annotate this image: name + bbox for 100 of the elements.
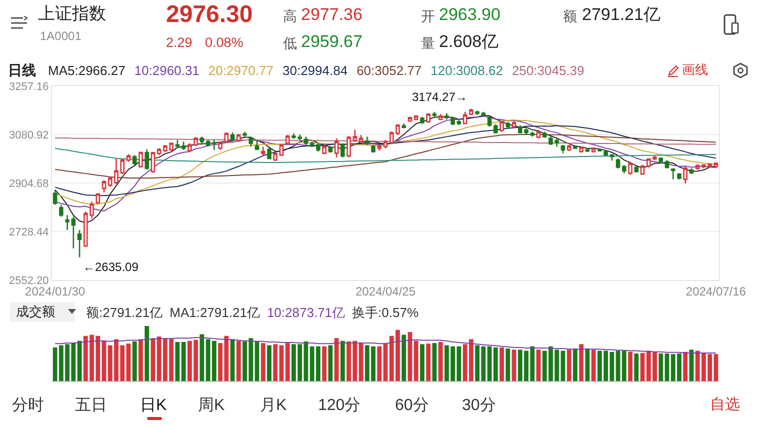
candlestick: [677, 172, 682, 180]
bar: [664, 354, 670, 381]
bar: [658, 354, 664, 381]
candlestick: [469, 108, 474, 116]
candlestick: [640, 164, 645, 176]
candlestick: [622, 164, 626, 174]
candlestick: [346, 135, 351, 158]
candlestick: [481, 111, 486, 117]
bar: [585, 348, 590, 381]
bar: [181, 342, 186, 381]
candlestick: [487, 115, 492, 128]
text: 高: [283, 8, 297, 25]
candlestick: [224, 132, 229, 144]
bar: [634, 354, 639, 381]
bar: [493, 347, 498, 381]
bar: [334, 338, 339, 381]
candlestick: [536, 130, 541, 139]
candlestick: [52, 189, 58, 206]
candlestick: [456, 120, 462, 126]
bar: [506, 348, 510, 381]
candlestick: [96, 192, 100, 205]
candlestick: [402, 122, 406, 130]
candlestick: [144, 148, 149, 170]
bar: [322, 346, 327, 381]
text: 60分: [395, 396, 429, 416]
candlestick: [65, 214, 70, 231]
candlestick: [150, 151, 156, 174]
candlestick: [334, 138, 339, 158]
text: 开: [421, 8, 435, 25]
candlestick: [279, 143, 284, 157]
bar: [328, 345, 333, 381]
series-label: 10:2873.71亿: [266, 304, 346, 322]
candlestick: [71, 216, 76, 250]
text: 2791.21亿: [582, 5, 660, 26]
candlestick: [59, 204, 64, 218]
x-tick-label: 2024/01/30: [25, 284, 86, 298]
candlestick: [132, 154, 137, 166]
bar: [273, 344, 278, 381]
candlestick: [438, 113, 443, 121]
candlestick: [181, 140, 186, 151]
text: 60:3052.77: [356, 63, 422, 78]
text: 2977.36: [301, 5, 362, 26]
text: 2.608亿: [439, 32, 499, 52]
candlestick: [358, 134, 364, 144]
text: 10:2960.31: [134, 63, 200, 78]
bar: [138, 339, 143, 381]
candlestick: [340, 142, 345, 158]
text: 上证指数: [38, 4, 106, 24]
candlestick: [218, 140, 222, 151]
candlestick: [414, 114, 418, 121]
text: 2.29: [166, 35, 192, 52]
line-series: [54, 148, 716, 164]
candlestick: [364, 136, 370, 146]
candlestick: [310, 140, 314, 148]
text: 2959.67: [301, 32, 362, 52]
candlestick: [420, 116, 424, 124]
bar: [426, 344, 431, 381]
line-series: [54, 125, 716, 196]
bar: [200, 334, 204, 381]
x-tick-label: 2024/04/25: [355, 284, 416, 298]
y-tick-label: 2728.44: [9, 226, 49, 238]
candlestick: [506, 121, 510, 130]
text: 250:3045.39: [512, 63, 584, 78]
candlestick: [475, 110, 480, 116]
text: 换手:0.57%: [352, 304, 419, 322]
candlestick: [542, 131, 547, 138]
candlestick: [494, 124, 498, 134]
candlestick: [658, 156, 664, 164]
candlestick: [579, 146, 584, 154]
candlestick: [670, 168, 676, 180]
bar: [414, 340, 418, 381]
bar: [206, 339, 210, 381]
candlestick: [573, 146, 578, 149]
candlestick: [236, 133, 241, 142]
bar: [487, 346, 492, 381]
annotation: 3174.27→: [412, 90, 468, 104]
text: 30:2994.84: [282, 63, 348, 78]
text: 0.08%: [205, 35, 244, 52]
bar: [438, 342, 443, 381]
bar: [622, 350, 626, 381]
line-series: [54, 134, 716, 178]
y-tick-label: 2904.68: [9, 178, 49, 190]
candlestick: [377, 144, 382, 152]
bar: [285, 343, 290, 381]
line-series: [54, 138, 716, 145]
chart-title: 日线: [8, 62, 36, 79]
bar: [212, 340, 216, 381]
text: 20:2970.77: [208, 63, 274, 78]
text: 五日: [75, 396, 107, 416]
candlestick: [156, 148, 162, 156]
candlestick: [254, 139, 260, 151]
bar: [126, 344, 131, 381]
candlestick: [695, 164, 700, 171]
chart-title: 成交额: [10, 302, 75, 322]
text: 画线: [682, 62, 708, 78]
candlestick: [230, 132, 235, 142]
candlestick: [260, 146, 266, 156]
candlestick: [714, 162, 718, 169]
bar: [358, 343, 364, 381]
bar: [572, 348, 578, 381]
